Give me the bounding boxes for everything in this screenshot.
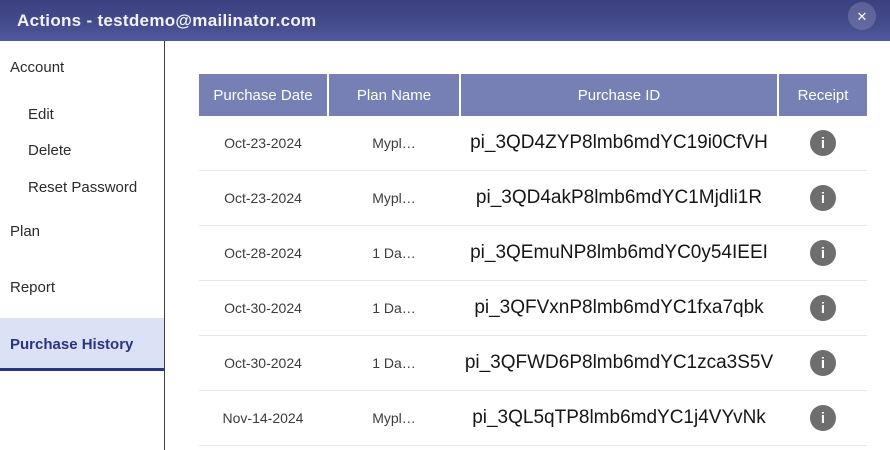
modal-body: Account Edit Delete Reset Password Plan …	[0, 41, 890, 450]
receipt-info-icon[interactable]: i	[810, 295, 836, 321]
purchase-date-cell: Oct-28-2024	[224, 245, 302, 261]
sidebar-item-purchase-history[interactable]: Purchase History	[0, 318, 164, 371]
column-header-purchase-id: Purchase ID	[461, 74, 777, 116]
table-row: Oct-23-2024 Mypl… pi_3QD4akP8lmb6mdYC1Mj…	[199, 171, 867, 226]
column-header-receipt: Receipt	[779, 74, 867, 116]
purchase-id-cell: pi_3QL5qTP8lmb6mdYC1j4VYvNk	[472, 407, 766, 428]
plan-name-cell: Mypl…	[372, 135, 416, 151]
sidebar-item-edit[interactable]: Edit	[28, 106, 54, 123]
close-button[interactable]: ✕	[848, 2, 876, 30]
sidebar-item-delete[interactable]: Delete	[28, 142, 72, 159]
table-row: Nov-14-2024 Mypl… pi_3QL5qTP8lmb6mdYC1j4…	[199, 391, 867, 446]
purchase-date-cell: Nov-14-2024	[222, 410, 304, 426]
receipt-info-icon[interactable]: i	[810, 240, 836, 266]
sidebar-item-reset-password[interactable]: Reset Password	[28, 179, 138, 196]
column-header-purchase-date: Purchase Date	[199, 74, 327, 116]
purchase-id-cell: pi_3QEmuNP8lmb6mdYC0y54IEEI	[470, 242, 768, 263]
sidebar-item-report[interactable]: Report	[10, 279, 56, 296]
table-row: Oct-30-2024 1 Da… pi_3QFVxnP8lmb6mdYC1fx…	[199, 281, 867, 336]
sidebar: Account Edit Delete Reset Password Plan …	[0, 41, 165, 450]
table-row: Oct-30-2024 1 Da… pi_3QFWD6P8lmb6mdYC1zc…	[199, 336, 867, 391]
plan-name-cell: 1 Da…	[372, 355, 416, 371]
receipt-cell: i	[779, 405, 867, 431]
receipt-info-icon[interactable]: i	[810, 350, 836, 376]
receipt-cell: i	[779, 240, 867, 266]
modal-title: Actions - testdemo@mailinator.com	[17, 10, 317, 30]
close-icon: ✕	[856, 8, 868, 24]
sidebar-item-account[interactable]: Account	[10, 59, 65, 76]
receipt-cell: i	[779, 350, 867, 376]
receipt-cell: i	[779, 185, 867, 211]
table-row: Oct-28-2024 1 Da… pi_3QEmuNP8lmb6mdYC0y5…	[199, 226, 867, 281]
purchase-id-cell: pi_3QD4ZYP8lmb6mdYC19i0CfVH	[470, 132, 768, 153]
plan-name-cell: 1 Da…	[372, 245, 416, 261]
plan-name-cell: Mypl…	[372, 190, 416, 206]
purchase-date-cell: Oct-30-2024	[224, 300, 302, 316]
table-header-row: Purchase Date Plan Name Purchase ID Rece…	[199, 74, 867, 116]
purchase-date-cell: Oct-23-2024	[224, 190, 302, 206]
sidebar-item-plan[interactable]: Plan	[10, 223, 41, 240]
column-header-plan-name: Plan Name	[329, 74, 459, 116]
purchase-id-cell: pi_3QFWD6P8lmb6mdYC1zca3S5V	[464, 352, 774, 373]
plan-name-cell: Mypl…	[372, 410, 416, 426]
purchase-date-cell: Oct-23-2024	[224, 135, 302, 151]
table-row: Oct-23-2024 Mypl… pi_3QD4ZYP8lmb6mdYC19i…	[199, 116, 867, 171]
receipt-info-icon[interactable]: i	[810, 130, 836, 156]
purchase-date-cell: Oct-30-2024	[224, 355, 302, 371]
receipt-info-icon[interactable]: i	[810, 405, 836, 431]
receipt-info-icon[interactable]: i	[810, 185, 836, 211]
modal-titlebar: Actions - testdemo@mailinator.com ✕	[0, 0, 890, 41]
purchase-history-table: Purchase Date Plan Name Purchase ID Rece…	[199, 74, 867, 446]
purchase-history-panel: Purchase Date Plan Name Purchase ID Rece…	[165, 41, 890, 450]
receipt-cell: i	[779, 295, 867, 321]
receipt-cell: i	[779, 130, 867, 156]
purchase-id-cell: pi_3QFVxnP8lmb6mdYC1fxa7qbk	[474, 297, 764, 318]
plan-name-cell: 1 Da…	[372, 300, 416, 316]
purchase-id-cell: pi_3QD4akP8lmb6mdYC1Mjdli1R	[475, 187, 763, 208]
